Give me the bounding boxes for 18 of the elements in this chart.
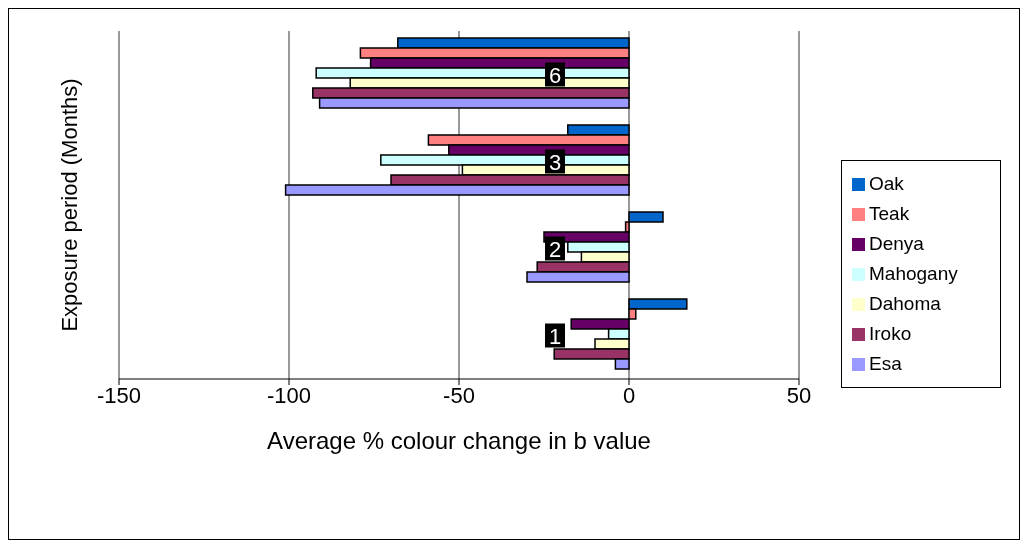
x-tick-label: -50 bbox=[443, 382, 475, 408]
y-tick-label: 2 bbox=[548, 236, 562, 262]
legend-label: Mahogany bbox=[869, 263, 958, 284]
x-tick-label: -150 bbox=[96, 382, 142, 408]
y-tick-label: 3 bbox=[548, 149, 562, 175]
legend-label: Denya bbox=[869, 233, 924, 254]
legend-label: Oak bbox=[869, 173, 904, 194]
legend-label: Teak bbox=[869, 203, 910, 224]
y-tick-label: 6 bbox=[548, 62, 562, 88]
x-axis-title: Average % colour change in b value bbox=[267, 427, 651, 454]
x-tick-label: 0 bbox=[622, 382, 636, 408]
x-tick-label: -100 bbox=[266, 382, 312, 408]
y-tick-label: 1 bbox=[548, 323, 562, 349]
legend-label: Iroko bbox=[869, 323, 912, 344]
legend-label: Dahoma bbox=[869, 293, 941, 314]
legend-label: Esa bbox=[869, 353, 902, 374]
y-axis-title: Exposure period (Months) bbox=[56, 78, 82, 332]
x-tick-label: 50 bbox=[786, 382, 812, 408]
